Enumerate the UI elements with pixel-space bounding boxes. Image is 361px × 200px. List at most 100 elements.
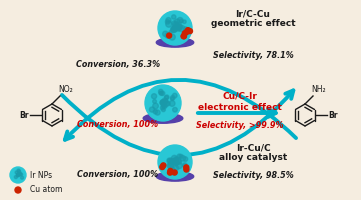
Circle shape [165, 95, 169, 99]
Circle shape [165, 33, 171, 38]
Circle shape [164, 96, 168, 100]
Circle shape [173, 160, 179, 166]
Circle shape [172, 169, 177, 175]
Circle shape [155, 110, 160, 115]
Circle shape [171, 159, 177, 165]
Circle shape [161, 91, 165, 96]
Circle shape [167, 158, 172, 163]
Circle shape [166, 102, 170, 106]
Circle shape [161, 101, 165, 105]
Circle shape [173, 160, 176, 164]
Circle shape [174, 157, 178, 161]
Circle shape [15, 171, 18, 174]
Circle shape [14, 176, 17, 179]
Text: electronic effect: electronic effect [198, 102, 282, 112]
Circle shape [158, 89, 163, 94]
Text: Ir/C-Cu: Ir/C-Cu [236, 9, 270, 19]
Text: Ir NPs: Ir NPs [30, 170, 52, 180]
Circle shape [10, 167, 26, 183]
Text: Ir-Cu/C: Ir-Cu/C [236, 144, 270, 152]
Circle shape [173, 26, 179, 31]
Circle shape [173, 26, 177, 30]
Circle shape [165, 20, 170, 24]
Text: Selectivity, 78.1%: Selectivity, 78.1% [213, 50, 293, 60]
Circle shape [168, 159, 171, 162]
Circle shape [162, 101, 165, 104]
Circle shape [181, 34, 186, 39]
Circle shape [152, 94, 157, 99]
Text: Cu/C-Ir: Cu/C-Ir [223, 92, 257, 100]
Circle shape [183, 157, 188, 161]
Circle shape [169, 162, 172, 166]
Circle shape [172, 21, 177, 25]
Circle shape [172, 170, 177, 175]
Circle shape [19, 172, 22, 175]
Circle shape [162, 98, 168, 104]
Circle shape [17, 169, 20, 172]
Circle shape [173, 107, 177, 112]
Circle shape [174, 160, 179, 165]
Circle shape [162, 101, 169, 107]
Circle shape [183, 27, 188, 31]
Circle shape [171, 170, 175, 175]
Circle shape [159, 91, 164, 95]
Circle shape [173, 161, 177, 165]
Circle shape [17, 173, 19, 176]
Circle shape [163, 31, 168, 37]
Ellipse shape [143, 113, 183, 123]
Circle shape [168, 170, 173, 175]
Circle shape [169, 34, 175, 40]
Circle shape [161, 103, 167, 109]
Circle shape [176, 158, 181, 164]
Circle shape [162, 103, 166, 107]
Circle shape [159, 91, 162, 95]
Circle shape [179, 25, 185, 32]
Text: Conversion, 100%: Conversion, 100% [78, 170, 158, 180]
Circle shape [177, 160, 182, 164]
Circle shape [173, 22, 178, 27]
Circle shape [160, 100, 166, 105]
Circle shape [16, 174, 19, 177]
Circle shape [182, 31, 187, 36]
Circle shape [164, 100, 168, 103]
Circle shape [182, 163, 187, 167]
Circle shape [153, 110, 157, 114]
Circle shape [19, 173, 23, 176]
Circle shape [17, 173, 19, 176]
Circle shape [179, 154, 183, 158]
Ellipse shape [156, 172, 194, 181]
Circle shape [160, 106, 165, 110]
Circle shape [177, 24, 182, 29]
Circle shape [161, 108, 165, 112]
Circle shape [174, 19, 180, 24]
Circle shape [171, 168, 175, 172]
Text: Cu atom: Cu atom [30, 186, 62, 194]
Circle shape [170, 27, 176, 32]
Circle shape [170, 166, 173, 170]
Circle shape [184, 165, 189, 170]
Circle shape [176, 163, 182, 169]
Circle shape [173, 159, 179, 165]
Text: geometric effect: geometric effect [211, 20, 295, 28]
Circle shape [145, 85, 181, 121]
Circle shape [175, 157, 178, 161]
Text: NO₂: NO₂ [58, 86, 73, 95]
Circle shape [171, 15, 176, 19]
Circle shape [184, 30, 189, 35]
Circle shape [173, 25, 177, 29]
Circle shape [166, 21, 172, 27]
Circle shape [171, 27, 176, 32]
Circle shape [160, 101, 164, 104]
Circle shape [178, 26, 182, 30]
Circle shape [186, 28, 191, 33]
Circle shape [170, 96, 175, 100]
Text: alloy catalyst: alloy catalyst [219, 154, 287, 162]
Circle shape [171, 27, 177, 33]
Circle shape [167, 162, 174, 169]
Circle shape [153, 103, 158, 109]
Circle shape [171, 97, 174, 100]
Circle shape [168, 168, 173, 173]
Circle shape [149, 107, 155, 112]
Text: Conversion, 36.3%: Conversion, 36.3% [76, 60, 160, 70]
Circle shape [153, 100, 156, 103]
